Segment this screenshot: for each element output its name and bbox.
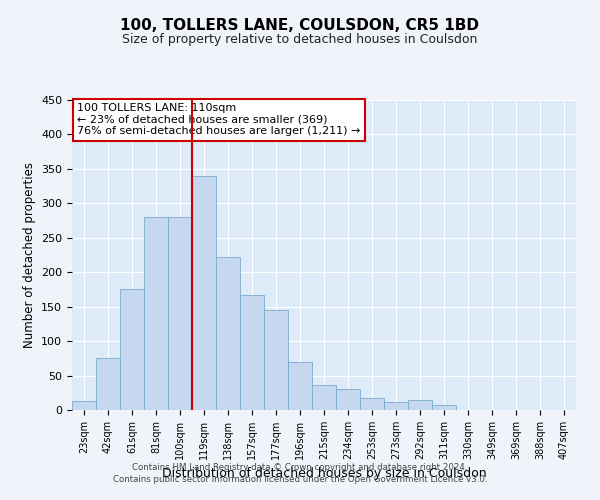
Bar [408,400,432,410]
Bar [360,398,384,410]
Text: 100 TOLLERS LANE: 110sqm
← 23% of detached houses are smaller (369)
76% of semi-: 100 TOLLERS LANE: 110sqm ← 23% of detach… [77,103,361,136]
Bar [96,358,120,410]
Bar [336,390,360,410]
Bar [312,384,336,410]
Bar [216,257,240,410]
Bar [240,295,264,410]
Bar [432,405,456,410]
Bar [384,402,408,410]
Bar [288,362,312,410]
Bar [192,176,216,410]
Y-axis label: Number of detached properties: Number of detached properties [23,162,35,348]
Text: Contains public sector information licensed under the Open Government Licence v3: Contains public sector information licen… [113,475,487,484]
Bar [72,401,96,410]
Bar [264,310,288,410]
Bar [120,290,144,410]
Bar [144,217,168,410]
Text: Size of property relative to detached houses in Coulsdon: Size of property relative to detached ho… [122,32,478,46]
Bar [168,217,192,410]
X-axis label: Distribution of detached houses by size in Coulsdon: Distribution of detached houses by size … [161,468,487,480]
Text: 100, TOLLERS LANE, COULSDON, CR5 1BD: 100, TOLLERS LANE, COULSDON, CR5 1BD [121,18,479,32]
Text: Contains HM Land Registry data © Crown copyright and database right 2024.: Contains HM Land Registry data © Crown c… [132,462,468,471]
